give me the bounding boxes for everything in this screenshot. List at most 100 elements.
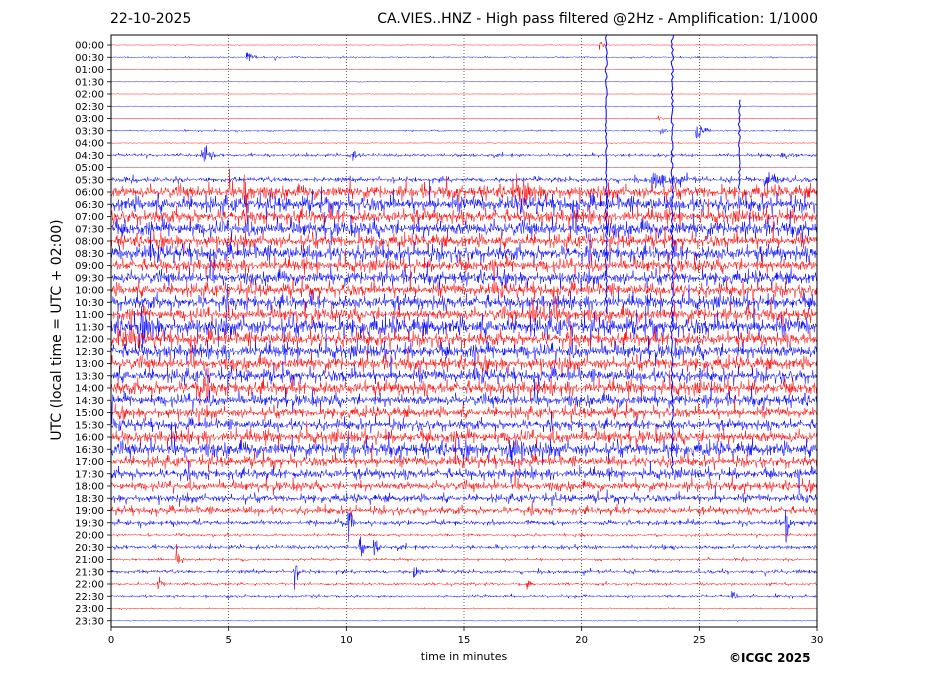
y-tick-label: 18:30	[75, 494, 104, 505]
y-tick-label: 15:00	[75, 408, 104, 419]
trace-row-1600	[111, 420, 817, 464]
trace-row-0300	[111, 115, 817, 121]
y-tick-label: 11:30	[75, 322, 104, 333]
trace-row-0930	[111, 254, 817, 293]
trace-row-0830	[111, 233, 817, 267]
trace-row-0700	[111, 198, 817, 230]
y-tick-label: 00:00	[75, 41, 104, 52]
y-tick-label: 17:30	[75, 469, 104, 480]
y-tick-label: 14:00	[75, 384, 104, 395]
trace-row-0800	[111, 220, 817, 256]
trace-row-0030	[111, 52, 817, 61]
trace-row-0500	[111, 166, 817, 169]
trace-row-1730	[111, 460, 817, 496]
y-tick-label: 22:00	[75, 580, 104, 591]
y-tick-label: 22:30	[75, 592, 104, 603]
trace-row-0100	[111, 68, 817, 71]
trace-row-2330	[111, 619, 817, 623]
y-tick-label: 08:30	[75, 249, 104, 260]
y-tick-label: 18:00	[75, 482, 104, 493]
spike-mark	[670, 35, 674, 474]
spike-mark	[604, 35, 608, 315]
trace-row-1930	[111, 509, 817, 544]
y-tick-label: 00:30	[75, 53, 104, 64]
trace-row-1500	[111, 396, 817, 425]
trace-row-1230	[111, 333, 817, 381]
y-tick-label: 16:30	[75, 445, 104, 456]
x-tick-label: 30	[811, 635, 824, 646]
y-tick-label: 03:00	[75, 114, 104, 125]
trace-row-0900	[111, 249, 817, 293]
trace-row-0530	[111, 172, 817, 192]
y-tick-label: 06:00	[75, 188, 104, 199]
y-tick-label: 10:00	[75, 286, 104, 297]
trace-row-1200	[111, 320, 817, 351]
y-tick-label: 07:00	[75, 212, 104, 223]
trace-row-1000	[111, 269, 817, 303]
x-tick-label: 15	[458, 635, 471, 646]
y-tick-label: 21:00	[75, 555, 104, 566]
trace-row-2300	[111, 606, 817, 611]
trace-row-0630	[111, 179, 817, 220]
y-tick-label: 11:00	[75, 310, 104, 321]
y-tick-label: 21:30	[75, 567, 104, 578]
trace-row-1400	[111, 367, 817, 406]
y-tick-label: 05:30	[75, 175, 104, 186]
spike-mark	[737, 99, 741, 191]
trace-row-0400	[111, 141, 817, 145]
trace-row-2100	[111, 543, 817, 565]
y-tick-label: 19:30	[75, 518, 104, 529]
y-tick-label: 20:30	[75, 543, 104, 554]
y-tick-label: 23:30	[75, 616, 104, 627]
y-tick-label: 20:00	[75, 531, 104, 542]
trace-row-1700	[111, 445, 817, 472]
trace-row-0330	[111, 125, 817, 139]
x-tick-label: 0	[108, 635, 114, 646]
trace-row-1630	[111, 423, 817, 466]
y-tick-label: 16:00	[75, 433, 104, 444]
trace-row-2130	[111, 564, 817, 590]
y-tick-label: 01:00	[75, 65, 104, 76]
y-tick-label: 09:30	[75, 273, 104, 284]
y-tick-label: 04:00	[75, 139, 104, 150]
trace-row-1430	[111, 379, 817, 425]
y-tick-label: 12:30	[75, 347, 104, 358]
y-tick-label: 07:30	[75, 224, 104, 235]
y-tick-label: 03:30	[75, 126, 104, 137]
trace-row-0200	[111, 93, 817, 95]
trace-row-2000	[111, 532, 817, 539]
x-axis-label: time in minutes	[420, 650, 508, 663]
trace-row-2200	[111, 576, 817, 590]
x-tick-label: 25	[693, 635, 706, 646]
copyright-label: ©ICGC 2025	[729, 651, 811, 665]
trace-layer	[111, 35, 817, 623]
x-tick-label: 10	[340, 635, 353, 646]
trace-row-0130	[111, 80, 817, 83]
x-tick-label: 5	[225, 635, 231, 646]
y-tick-label: 08:00	[75, 237, 104, 248]
y-tick-label: 04:30	[75, 151, 104, 162]
y-tick-label: 10:30	[75, 298, 104, 309]
y-tick-label: 19:00	[75, 506, 104, 517]
trace-row-0000	[111, 41, 817, 50]
trace-row-2030	[111, 536, 817, 557]
y-tick-label: 06:30	[75, 200, 104, 211]
trace-row-1300	[111, 340, 817, 378]
trace-row-1130	[111, 298, 817, 351]
x-tick-layer: 0 5 10 15 20 25 30	[108, 627, 824, 646]
y-tick-label: 15:30	[75, 420, 104, 431]
trace-row-0730	[111, 200, 817, 261]
trace-row-1100	[111, 288, 817, 342]
x-tick-label: 20	[575, 635, 588, 646]
trace-row-2230	[111, 590, 817, 600]
trace-row-1530	[111, 411, 817, 434]
trace-row-1830	[111, 485, 817, 507]
trace-row-1900	[111, 500, 817, 517]
trace-row-1330	[111, 355, 817, 389]
y-tick-label: 23:00	[75, 604, 104, 615]
y-tick-label: 13:30	[75, 371, 104, 382]
trace-row-0430	[111, 145, 817, 162]
trace-row-0230	[111, 105, 817, 108]
